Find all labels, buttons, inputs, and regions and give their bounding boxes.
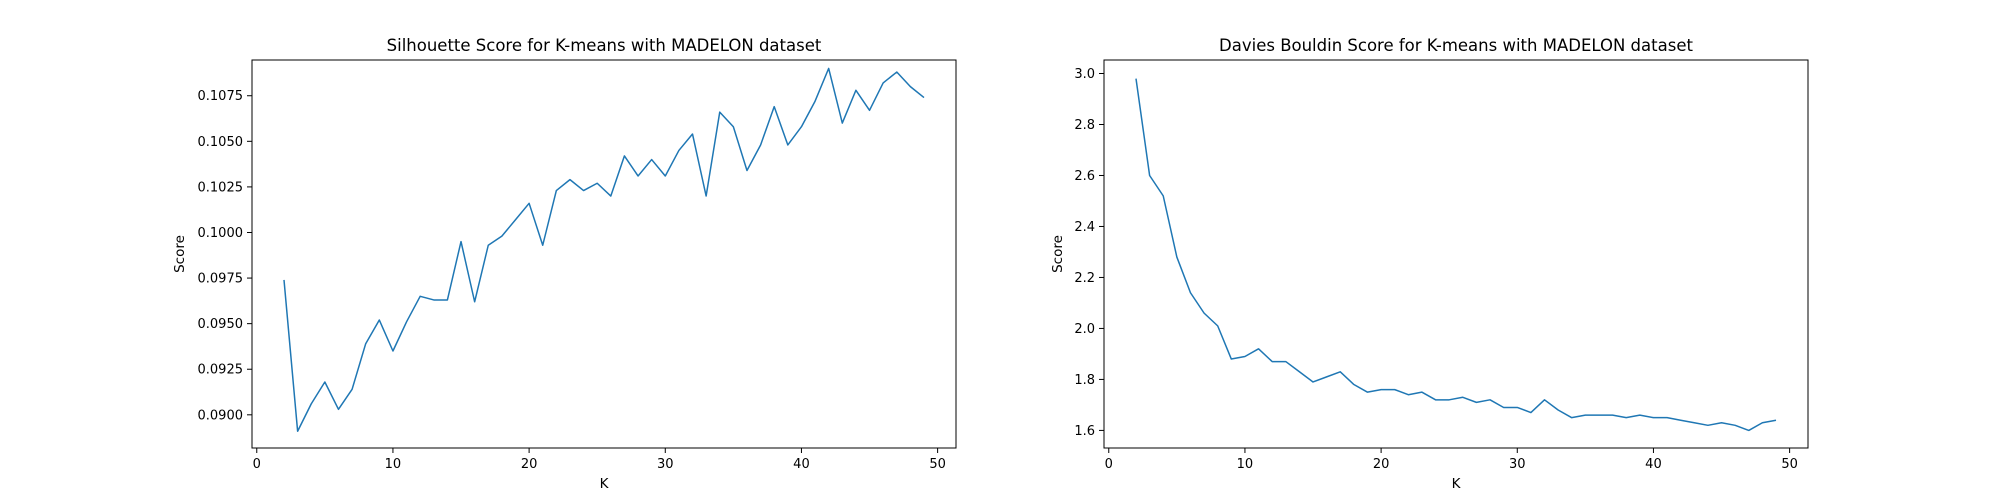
- x-tick-label: 40: [1645, 457, 1662, 472]
- x-tick-label: 20: [521, 457, 538, 472]
- y-tick-label: 0.0925: [198, 363, 244, 378]
- y-tick-label: 2.6: [1074, 169, 1095, 184]
- y-tick-label: 2.8: [1074, 118, 1095, 133]
- plot-frame: [1103, 59, 1809, 449]
- ticks-layer: 0 10 20 30 40 50 0.0900 0.0925 0.0950 0.0975 0.100…: [198, 89, 946, 472]
- y-tick-label: 0.1050: [198, 135, 244, 150]
- series-layer: [1135, 78, 1777, 432]
- chart-title: Silhouette Score for K-means with MADELO…: [387, 36, 822, 55]
- ticks-layer: 0 10 20 30 40 50 1.6 1.8 2.0 2.2 2.4 2.6 2.8 3.0: [1074, 67, 1798, 472]
- series-line: [283, 67, 925, 432]
- y-tick-label: 2.0: [1074, 322, 1095, 337]
- x-tick-label: 50: [1781, 457, 1798, 472]
- x-tick-label: 30: [1509, 457, 1526, 472]
- y-tick-label: 0.1075: [198, 89, 244, 104]
- y-tick-label: 0.1025: [198, 180, 244, 195]
- x-tick-label: 30: [657, 457, 674, 472]
- plot-frame: [251, 59, 957, 449]
- y-tick-label: 0.0900: [198, 408, 244, 423]
- y-tick-label: 1.6: [1074, 424, 1095, 439]
- chart-title: Davies Bouldin Score for K-means with MA…: [1219, 36, 1693, 55]
- x-axis-label: K: [1452, 476, 1462, 492]
- y-axis-label: Score: [172, 235, 188, 273]
- y-tick-label: 0.1000: [198, 226, 244, 241]
- y-tick-label: 2.4: [1074, 220, 1095, 235]
- y-tick-label: 0.0950: [198, 317, 244, 332]
- series-layer: [283, 67, 925, 432]
- davies-bouldin-chart: Davies Bouldin Score for K-means with MA…: [1050, 36, 1809, 492]
- x-tick-label: 20: [1373, 457, 1390, 472]
- x-tick-label: 0: [253, 457, 261, 472]
- y-axis-label: Score: [1050, 235, 1066, 273]
- x-tick-label: 0: [1105, 457, 1113, 472]
- x-axis-label: K: [600, 476, 610, 492]
- x-tick-label: 50: [929, 457, 946, 472]
- y-tick-label: 3.0: [1074, 67, 1095, 82]
- series-line: [1135, 78, 1777, 432]
- y-tick-label: 1.8: [1074, 373, 1095, 388]
- y-tick-label: 0.0975: [198, 272, 244, 287]
- silhouette-chart: Silhouette Score for K-means with MADELO…: [172, 36, 957, 492]
- x-tick-label: 10: [1237, 457, 1254, 472]
- x-tick-label: 40: [793, 457, 810, 472]
- y-tick-label: 2.2: [1074, 271, 1095, 286]
- x-tick-label: 10: [385, 457, 402, 472]
